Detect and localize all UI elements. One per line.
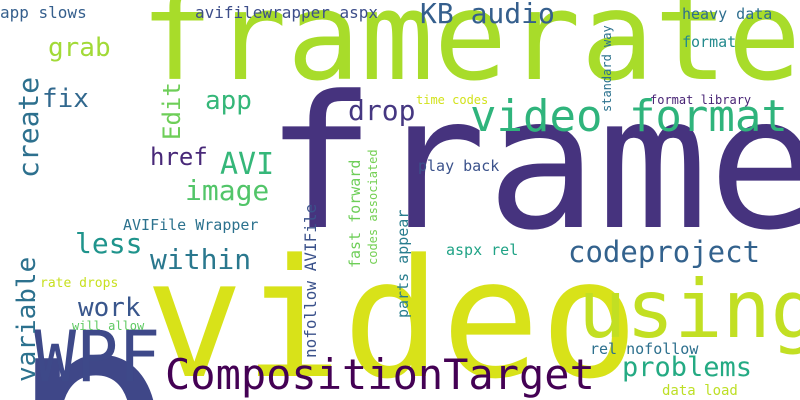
word: avifilewrapper aspx [195,3,379,22]
word: href [150,143,208,171]
word: standard way [600,25,614,112]
word: video format [470,91,788,142]
word: p [10,278,174,400]
word: format [682,33,737,51]
word: framerate [140,0,800,108]
word: time codes [416,93,489,107]
word: fast forward [346,159,364,268]
word: AVIFile Wrapper [123,216,259,234]
word: nofollow AVIFile [301,203,320,358]
word: create [12,76,45,178]
word: WPF [34,316,161,398]
word: heavy data [682,5,773,23]
word: variable [12,256,42,382]
word: drop [348,94,416,127]
word: less [75,227,143,260]
word: image [185,174,270,207]
word: using [578,263,800,356]
word: grab [48,33,111,63]
word: app slows [0,3,87,22]
word: within [150,243,252,276]
word: play back [418,157,500,175]
word: rel nofollow [590,340,699,358]
word: app [205,86,252,116]
word: AVI [220,147,275,182]
word: video [145,224,639,400]
word: CompositionTarget [165,350,595,399]
word: frame [265,57,800,271]
word: fix [42,84,89,114]
word: Edit [158,82,186,140]
word: data load [662,383,738,399]
word: KB audio [420,0,555,30]
word: will allow [72,319,145,333]
word: parts appear [394,209,412,318]
word: codes associated [366,149,380,265]
word: rate drops [40,276,119,291]
word: work [78,293,141,323]
word: codeproject [568,235,761,269]
word: format library [650,93,752,107]
word: problems [622,352,753,383]
word: aspx rel [446,241,519,259]
